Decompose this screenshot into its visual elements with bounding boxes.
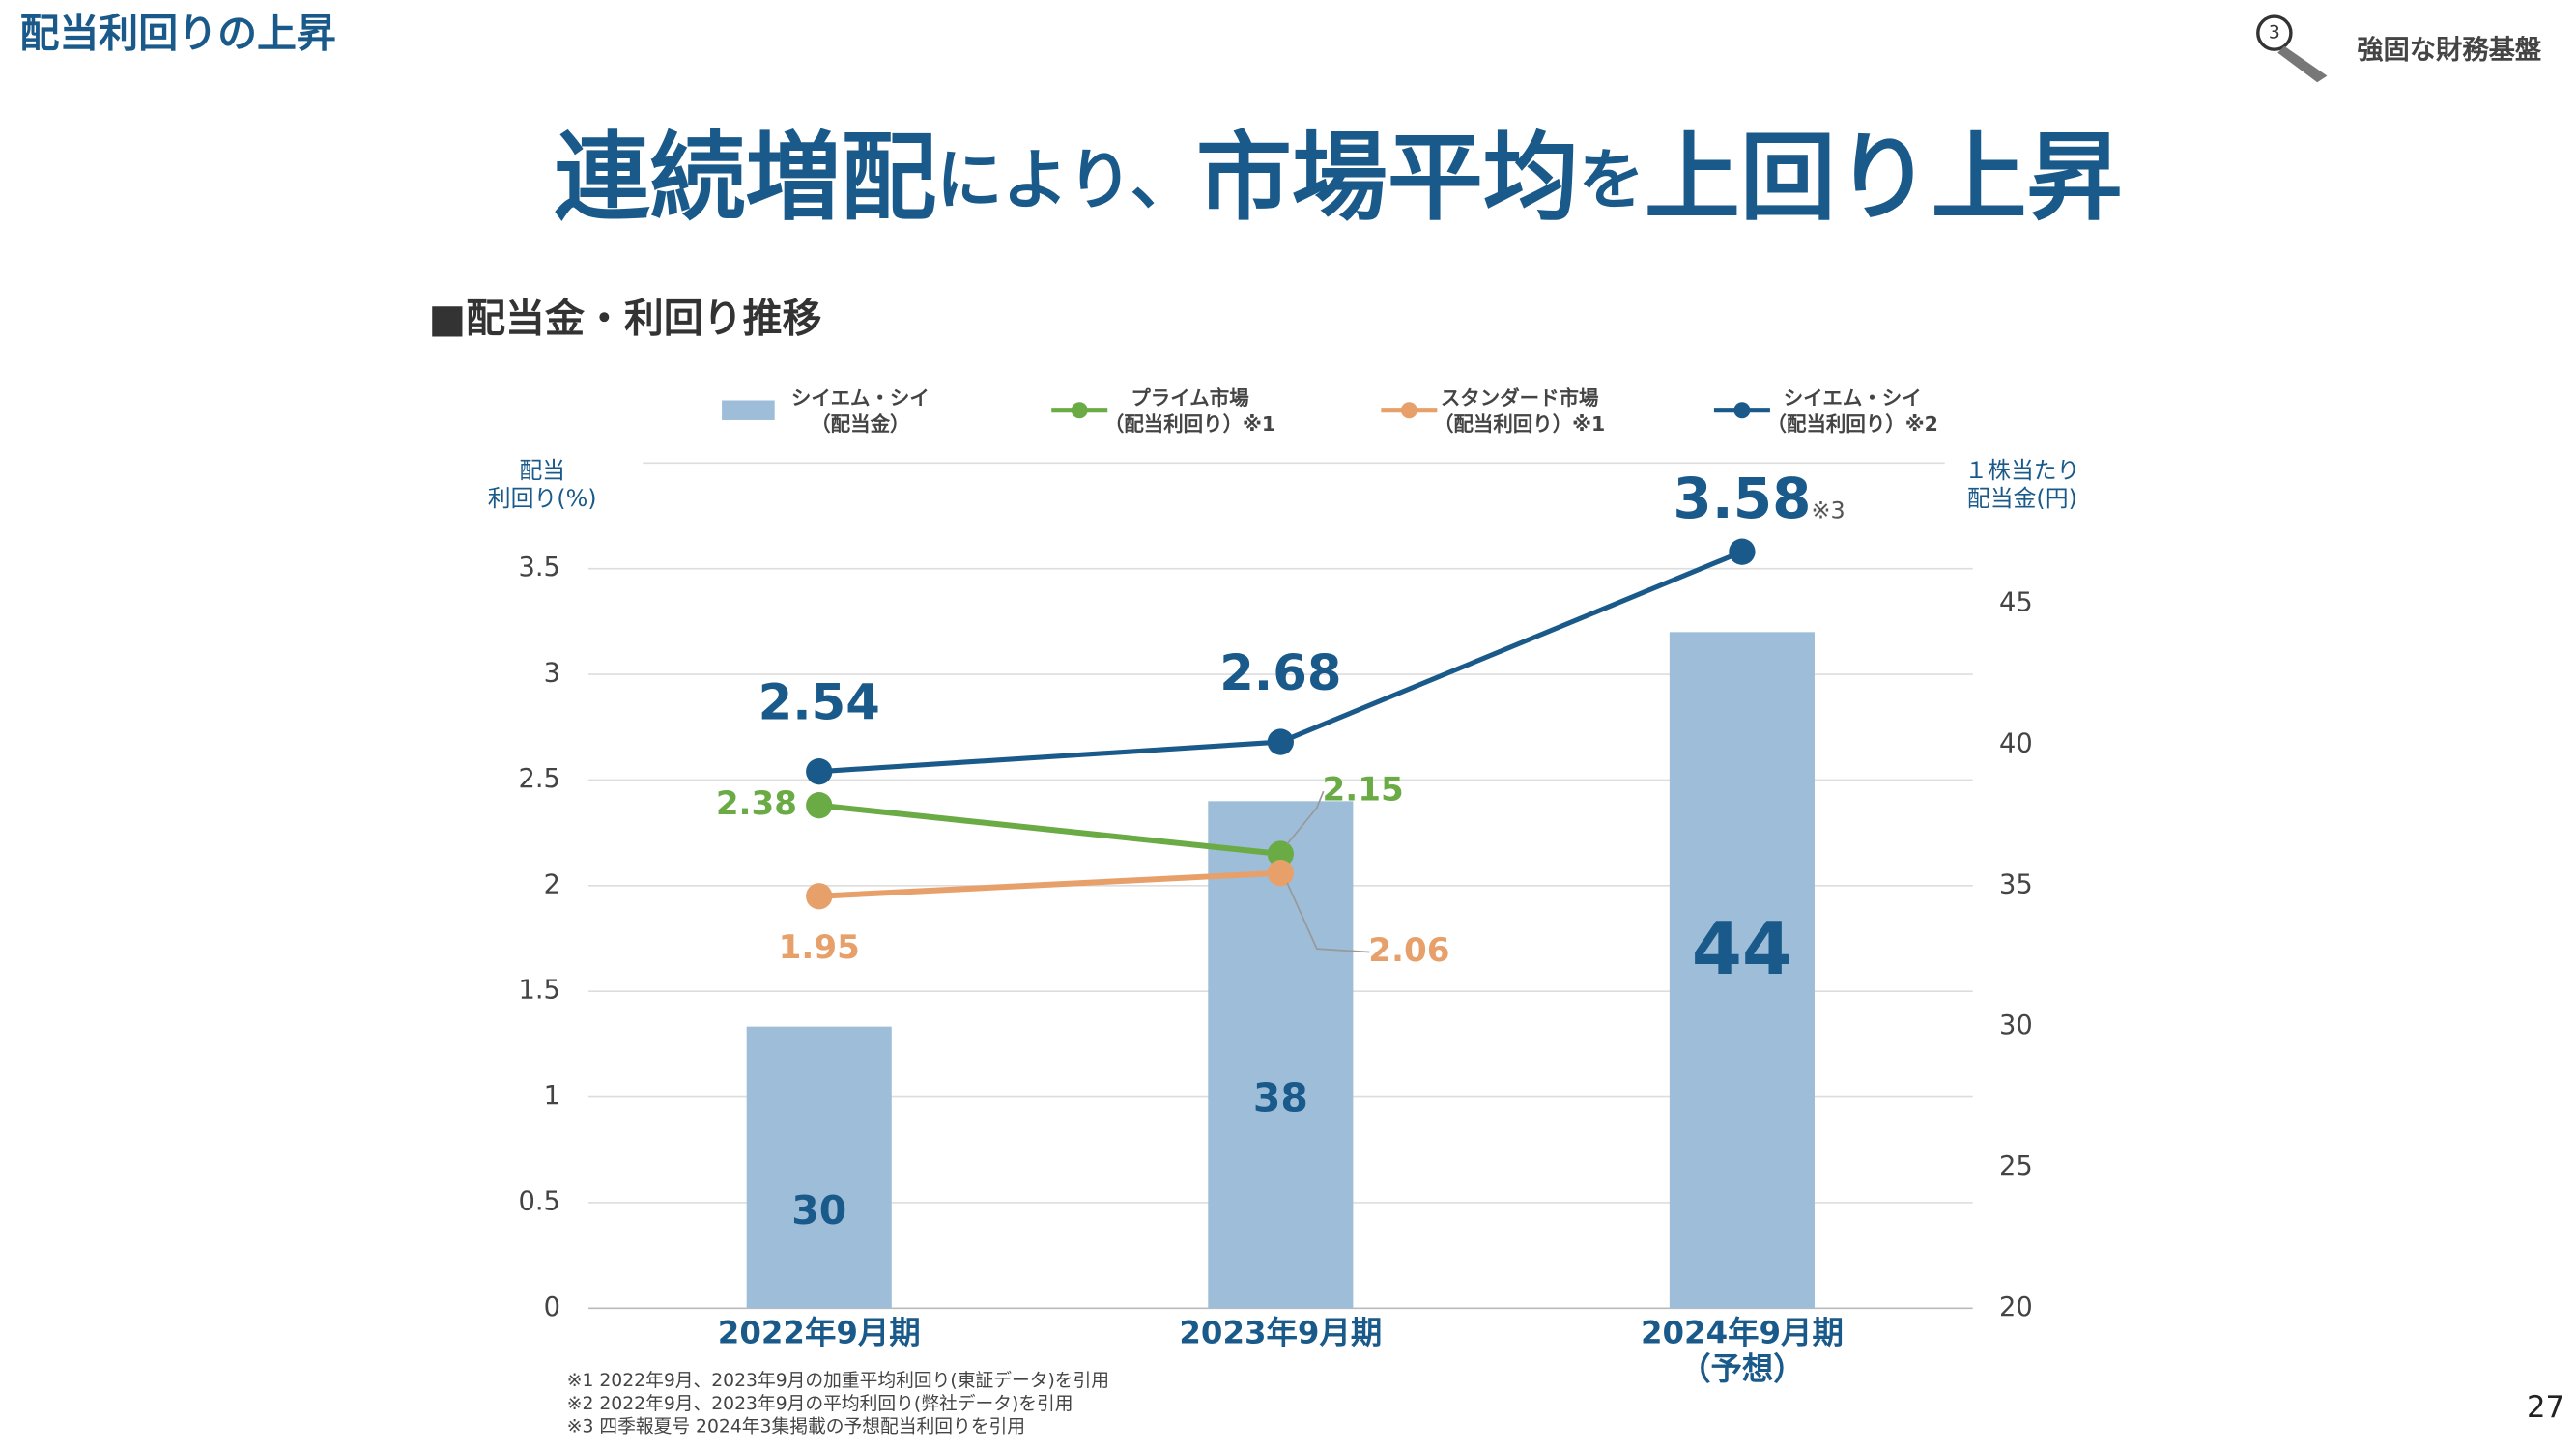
x-tick-label: 2024年9月期（予想） [1641, 1315, 1844, 1388]
bar [746, 1026, 892, 1309]
y2-tick-label: 30 [1999, 1010, 2033, 1040]
line-marker [1267, 840, 1294, 867]
y-tick-label: 0 [544, 1293, 560, 1322]
y2-tick-label: 40 [1999, 728, 2033, 758]
subtitle: ■配当金・利回り推移 [428, 296, 821, 342]
legend-swatch [1071, 402, 1088, 419]
line-marker [1729, 538, 1756, 565]
headline-part: により、 [936, 143, 1196, 219]
y-axis-label: 配当利回り(%) [488, 456, 597, 511]
bar [1669, 632, 1815, 1309]
line-value-label: 3.58 [1673, 466, 1811, 531]
y-tick-label: 3 [544, 659, 560, 689]
line-value-label: 2.68 [1219, 645, 1341, 702]
y-tick-label: 1.5 [519, 976, 560, 1006]
y2-tick-label: 35 [1999, 869, 2033, 899]
line-value-label: 2.06 [1368, 931, 1449, 970]
page-number: 27 [2527, 1391, 2564, 1425]
y-tick-label: 2 [544, 869, 560, 899]
line-marker [806, 792, 833, 819]
footnote: ※1 2022年9月、2023年9月の加重平均利回り(東証データ)を引用 [567, 1370, 1109, 1391]
footnote: ※2 2022年9月、2023年9月の平均利回り(弊社データ)を引用 [567, 1393, 1073, 1414]
badge-number: 3 [2269, 23, 2280, 43]
y-tick-label: 2.5 [519, 764, 560, 794]
headline-part: 上回り上昇 [1645, 123, 2123, 234]
line-value-label: 2.54 [758, 674, 880, 731]
y-tick-label: 0.5 [519, 1186, 560, 1216]
headline: 連続増配により、市場平均を上回り上昇 [555, 123, 2123, 234]
line-value-label: 2.15 [1323, 771, 1404, 810]
legend-swatch [722, 400, 775, 420]
annotation: ※3 [1812, 497, 1846, 525]
line [818, 869, 1281, 899]
legend-label: プライム市場（配当利回り）※1 [1104, 386, 1275, 436]
leader-line [1286, 882, 1370, 953]
line-value-label: 1.95 [779, 928, 860, 967]
y2-tick-label: 25 [1999, 1151, 2033, 1181]
footnote: ※3 四季報夏号 2024年3集掲載の予想配当利回りを引用 [567, 1416, 1025, 1437]
headline-part: 連続増配 [555, 123, 937, 234]
section-title: 配当利回りの上昇 [19, 11, 335, 57]
legend-swatch [1733, 402, 1751, 419]
x-tick-label: 2023年9月期 [1179, 1315, 1382, 1351]
line-marker [1267, 860, 1294, 887]
y-tick-label: 3.5 [519, 553, 560, 582]
leader-line [1286, 790, 1325, 845]
line-value-label: 2.38 [716, 784, 797, 823]
badge-label: 強固な財務基盤 [2357, 35, 2542, 65]
legend-label: シイエム・シイ（配当利回り）※2 [1767, 386, 1938, 436]
x-tick-label: 2022年9月期 [718, 1315, 921, 1351]
line-marker [806, 883, 833, 910]
footnotes: ※1 2022年9月、2023年9月の加重平均利回り(東証データ)を引用※2 2… [567, 1370, 1109, 1437]
bar-value-label: 44 [1692, 906, 1792, 991]
bar-value-label: 30 [791, 1187, 846, 1234]
legend-swatch [1400, 402, 1417, 419]
bar-value-label: 38 [1253, 1075, 1308, 1122]
legend-label: シイエム・シイ（配当金） [791, 386, 930, 436]
headline-part: 市場平均 [1196, 123, 1579, 234]
legend-label: スタンダード市場（配当利回り）※1 [1434, 386, 1605, 436]
headline-part: を [1579, 143, 1645, 219]
y2-axis-label: １株当たり配当金(円) [1964, 456, 2079, 511]
line-marker [1267, 728, 1294, 755]
y2-tick-label: 45 [1999, 588, 2033, 618]
y2-tick-label: 20 [1999, 1293, 2033, 1322]
y-tick-label: 1 [544, 1081, 560, 1111]
line [818, 802, 1281, 857]
badge-icon [2256, 14, 2328, 83]
line-marker [806, 758, 833, 785]
